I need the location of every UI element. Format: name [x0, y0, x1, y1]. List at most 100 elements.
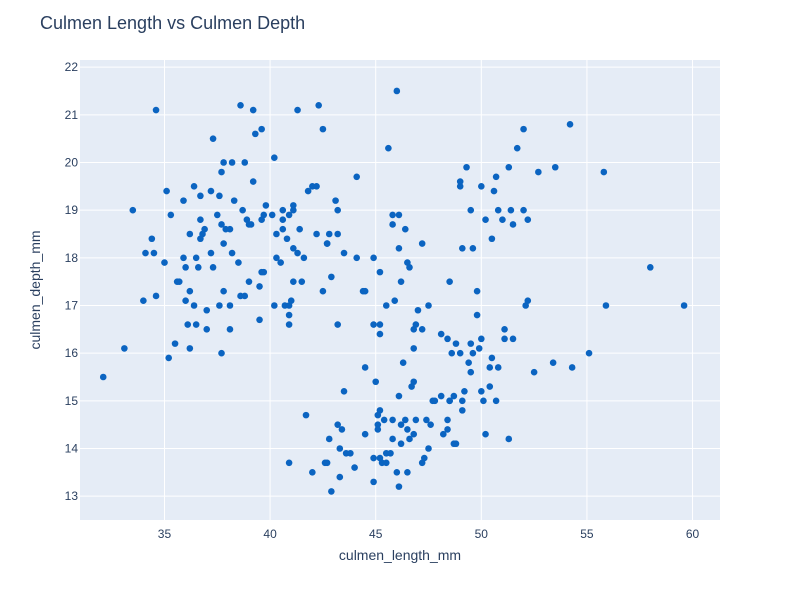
data-point-12	[167, 211, 175, 219]
data-point-111	[328, 273, 335, 281]
data-point-15	[175, 278, 183, 285]
data-point-6	[150, 249, 158, 257]
data-point-195	[309, 469, 316, 476]
x-tick-label-4: 55	[580, 527, 594, 541]
data-point-155	[551, 163, 559, 171]
data-point-41	[216, 302, 223, 309]
data-point-244	[440, 430, 447, 438]
data-point-198	[325, 435, 333, 443]
data-point-70	[256, 316, 263, 324]
data-point-200	[334, 421, 341, 428]
data-point-76	[262, 202, 270, 209]
data-point-182	[501, 335, 508, 343]
data-point-68	[252, 130, 259, 138]
data-point-2	[129, 206, 137, 214]
data-point-158	[456, 178, 464, 185]
data-point-163	[444, 416, 451, 424]
data-point-264	[395, 244, 403, 252]
data-point-88	[285, 321, 293, 328]
data-point-229	[401, 416, 409, 424]
data-point-239	[425, 445, 432, 452]
data-point-250	[452, 440, 460, 448]
data-point-17	[180, 197, 187, 204]
data-point-16	[180, 254, 187, 262]
data-point-112	[332, 197, 339, 204]
data-point-18	[182, 264, 189, 271]
x-tick-label-2: 45	[369, 527, 383, 541]
data-point-186	[524, 297, 532, 305]
data-point-170	[465, 359, 472, 366]
data-point-28	[194, 264, 202, 271]
data-point-218	[380, 416, 388, 424]
data-point-147	[505, 163, 513, 171]
data-point-180	[494, 364, 502, 371]
data-point-89	[285, 211, 293, 219]
data-point-5	[148, 235, 156, 243]
data-point-210	[370, 478, 377, 486]
data-point-106	[315, 101, 322, 109]
data-point-269	[490, 187, 498, 195]
data-point-98	[294, 106, 301, 114]
data-point-247	[446, 397, 453, 405]
data-point-184	[509, 335, 517, 343]
data-point-121	[382, 302, 390, 309]
y-tick-label-2: 15	[65, 394, 79, 408]
data-point-122	[385, 144, 392, 152]
data-point-95	[290, 206, 297, 214]
data-point-135	[456, 183, 464, 190]
data-point-7	[152, 292, 160, 300]
data-point-249	[450, 392, 458, 400]
data-point-260	[408, 383, 415, 390]
data-point-130	[414, 306, 422, 314]
data-point-136	[459, 244, 466, 252]
data-point-22	[186, 230, 194, 238]
data-point-245	[444, 426, 451, 433]
data-point-251	[456, 349, 464, 357]
data-point-248	[448, 349, 456, 357]
data-point-126	[401, 225, 409, 233]
data-point-189	[568, 364, 576, 371]
data-point-40	[213, 211, 221, 219]
data-point-148	[507, 206, 515, 214]
data-point-85	[279, 206, 287, 214]
data-point-4	[142, 249, 149, 257]
data-point-125	[395, 211, 403, 219]
data-point-132	[425, 302, 432, 309]
data-point-34	[203, 306, 211, 314]
data-point-102	[304, 187, 312, 195]
data-point-53	[228, 249, 236, 257]
data-point-253	[475, 345, 483, 352]
data-point-256	[374, 411, 382, 419]
data-point-201	[336, 473, 344, 481]
data-point-107	[319, 287, 327, 295]
x-tick-label-3: 50	[475, 527, 489, 541]
data-point-46	[220, 287, 227, 295]
data-point-224	[395, 483, 403, 490]
data-point-31	[197, 216, 204, 223]
data-point-153	[524, 216, 532, 223]
data-point-169	[461, 387, 468, 395]
data-point-10	[163, 187, 170, 195]
data-point-268	[370, 321, 377, 328]
data-point-99	[296, 225, 303, 233]
y-tick-label-3: 16	[65, 346, 79, 360]
y-tick-label-4: 17	[65, 298, 79, 312]
data-point-233	[410, 430, 418, 438]
data-point-179	[492, 397, 500, 405]
data-point-80	[273, 254, 280, 262]
data-point-13	[171, 340, 179, 347]
data-point-65	[247, 221, 255, 228]
data-point-101	[300, 254, 308, 262]
data-point-151	[520, 125, 527, 133]
data-point-78	[271, 302, 278, 309]
data-point-110	[325, 230, 333, 238]
data-point-134	[446, 278, 453, 285]
plot-area	[80, 60, 720, 520]
data-point-137	[463, 163, 470, 171]
y-tick-label-9: 22	[65, 60, 79, 74]
data-point-240	[427, 421, 434, 428]
data-point-77	[268, 211, 276, 219]
data-point-255	[486, 364, 494, 371]
data-point-50	[226, 302, 234, 309]
